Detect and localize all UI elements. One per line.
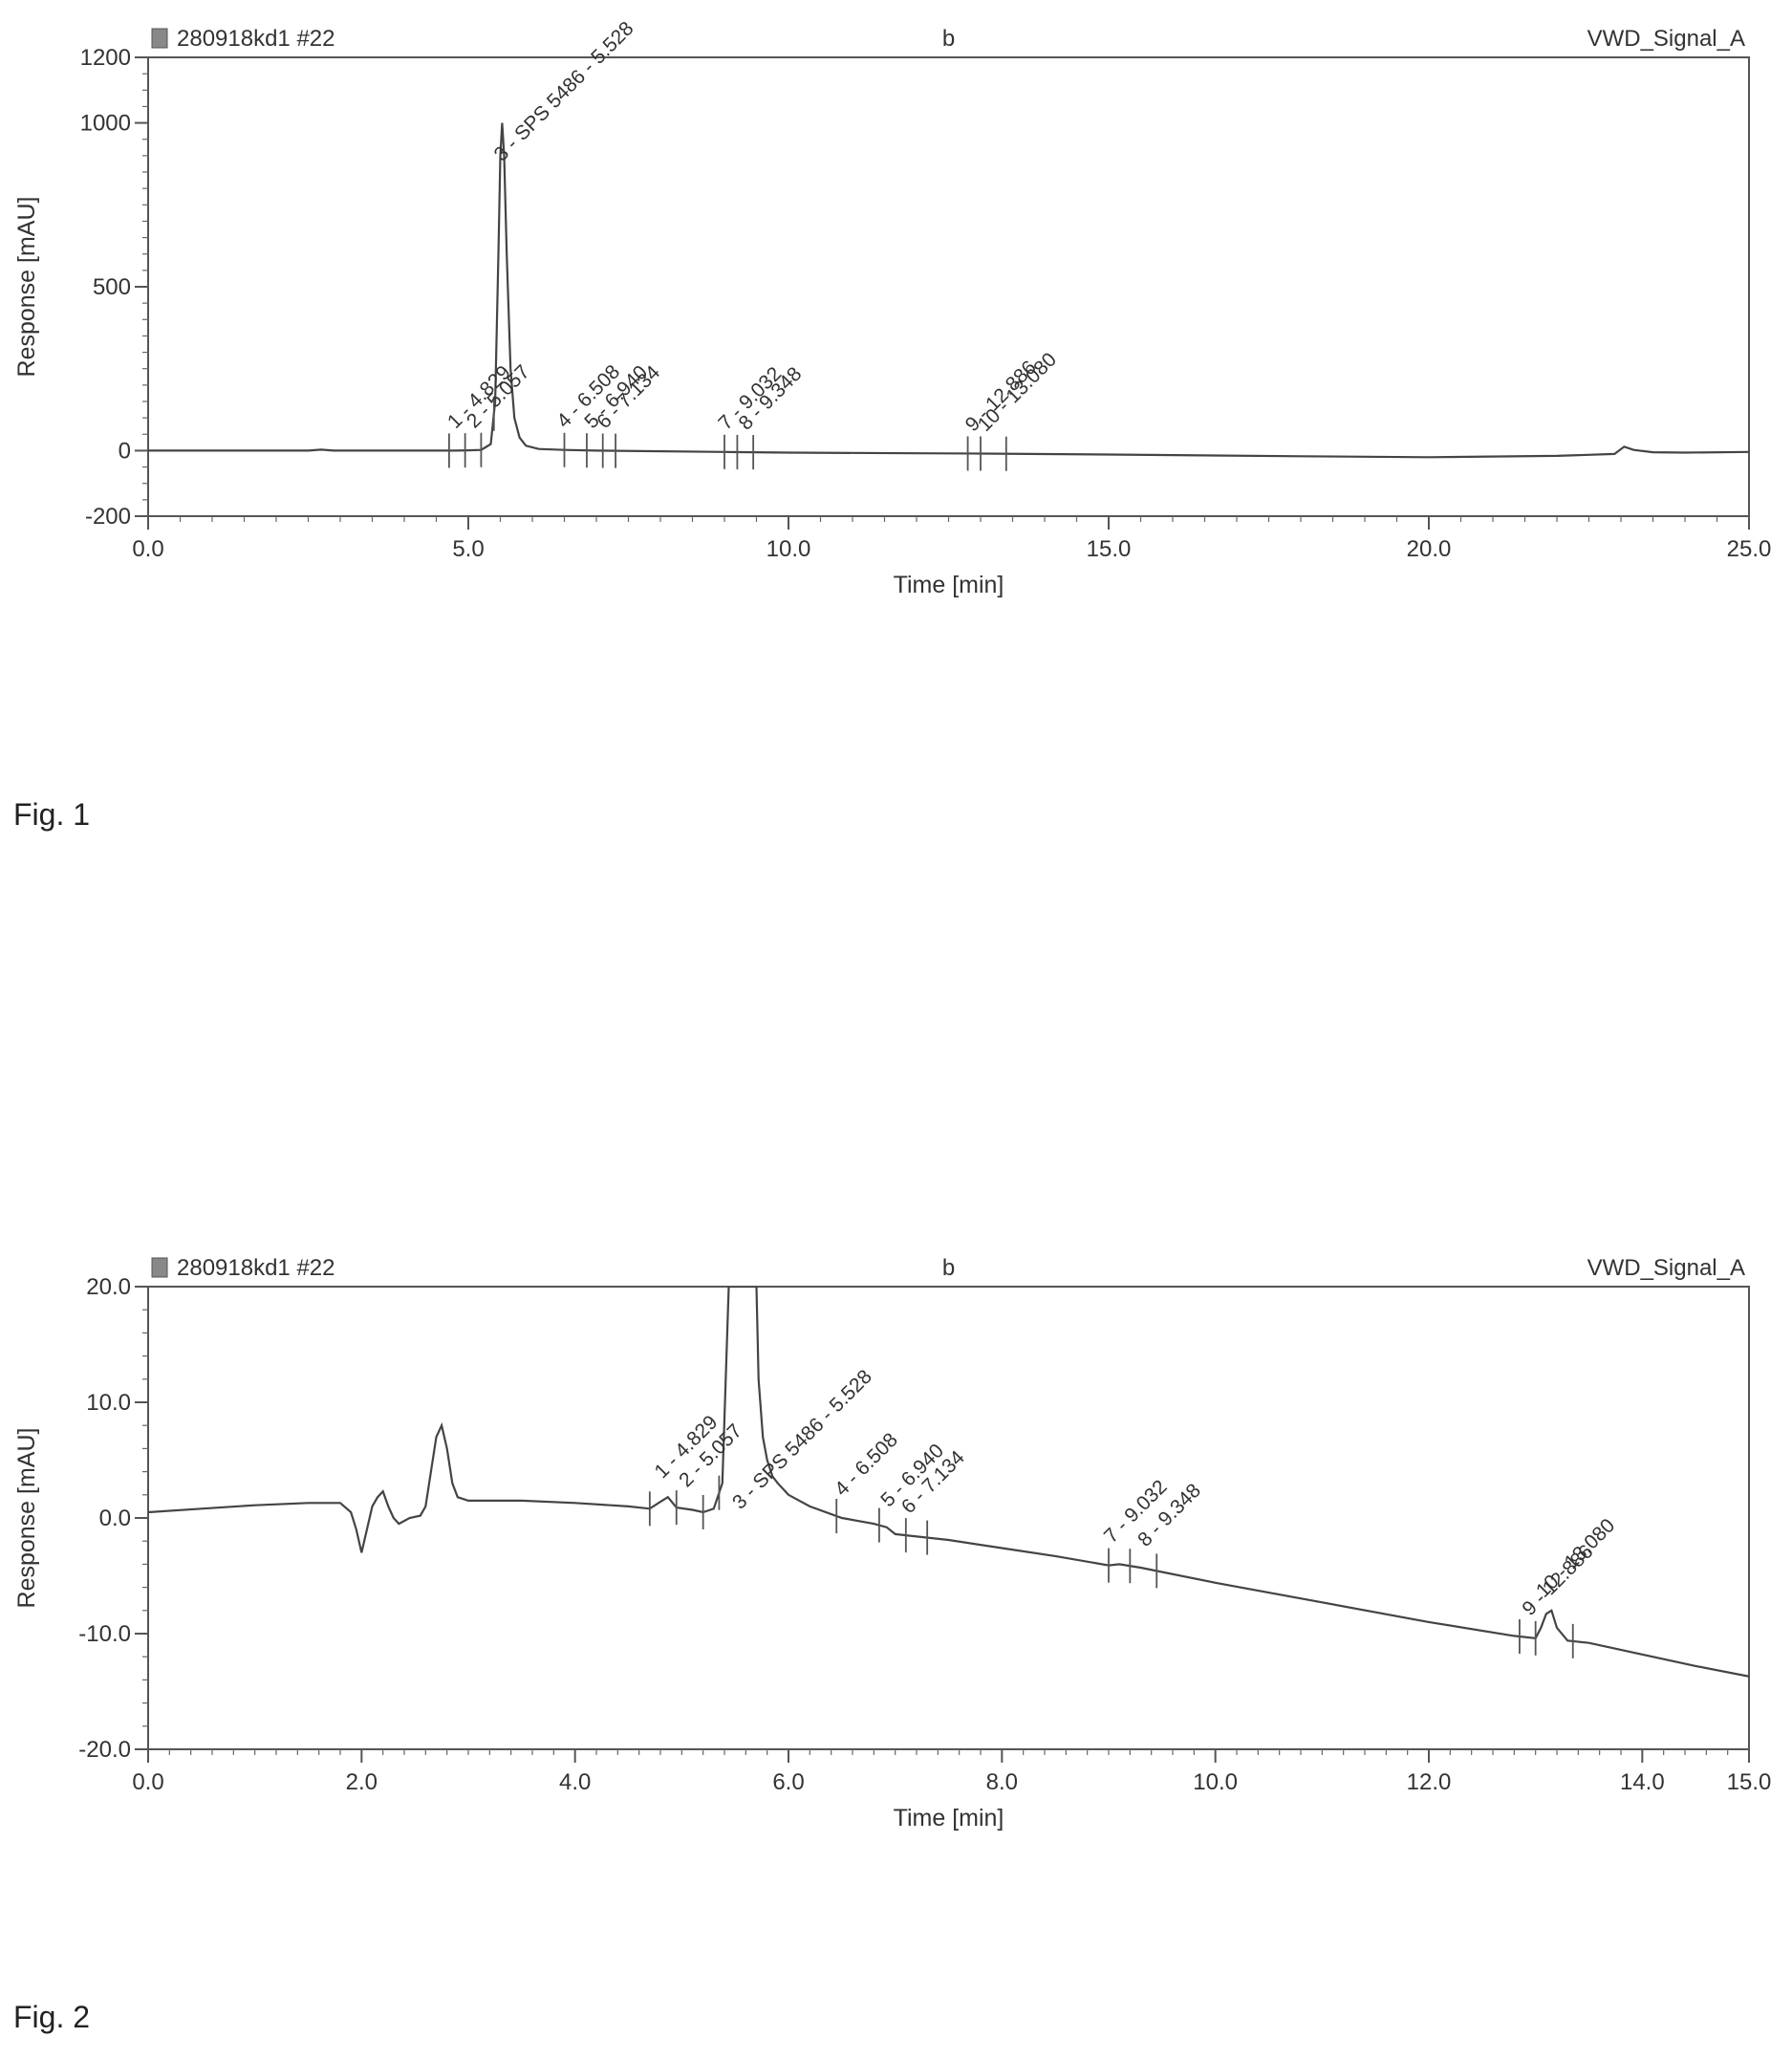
chromatogram-chart-1: 280918kd1 #22 b VWD_Signal_A 0.0 5.0 10.0 15.0… <box>13 17 1772 598</box>
x-tick-label: 10.0 <box>1193 1769 1238 1795</box>
y-tick-label: -10.0 <box>78 1621 131 1647</box>
x-axis-label: Time [min] <box>894 1805 1004 1831</box>
y-tick-label: 1000 <box>80 111 131 137</box>
chromatogram-figure-1: 280918kd1 #22 b VWD_Signal_A 0.0 5.0 10.0 15.0… <box>0 0 1792 765</box>
x-tick-label: 0.0 <box>132 1769 163 1795</box>
header-center-label: b <box>942 26 955 52</box>
x-tick-label: 10.0 <box>766 536 811 562</box>
x-tick-label: 15.0 <box>1087 536 1132 562</box>
x-tick-label: 25.0 <box>1727 536 1772 562</box>
header-left-label: 280918kd1 #22 <box>177 26 335 52</box>
y-tick-label: 0.0 <box>99 1506 131 1531</box>
x-tick-label: 12.0 <box>1407 1769 1452 1795</box>
y-tick-label: -20.0 <box>78 1737 131 1763</box>
x-tick-label: 0.0 <box>132 536 163 562</box>
figure-caption-1: Fig. 1 <box>13 797 91 832</box>
x-tick-label: 5.0 <box>452 536 484 562</box>
figure-caption-2: Fig. 2 <box>13 2000 91 2034</box>
chromatogram-chart-2: 280918kd1 #22 b VWD_Signal_A 0.0 2.0 4.0 6.0 8.… <box>13 1255 1772 1831</box>
x-tick-label: 4.0 <box>559 1769 591 1795</box>
header-left-label: 280918kd1 #22 <box>177 1255 335 1281</box>
x-tick-label: 2.0 <box>346 1769 378 1795</box>
header-right-label: VWD_Signal_A <box>1587 1255 1745 1281</box>
plot-frame <box>147 56 1750 517</box>
y-tick-label: 500 <box>93 274 131 300</box>
header-center-label: b <box>942 1255 955 1281</box>
plot-frame <box>147 1286 1750 1750</box>
document-icon <box>151 28 168 49</box>
x-tick-label: 15.0 <box>1727 1769 1772 1795</box>
signal-trace <box>148 122 1749 459</box>
y-axis-label: Response [mAU] <box>13 197 40 378</box>
x-axis-label: Time [min] <box>894 572 1004 598</box>
x-tick-label: 8.0 <box>986 1769 1018 1795</box>
y-tick-label: 0 <box>119 438 131 464</box>
peak-label: 3 - SPS 5486 - 5.528 <box>490 17 638 165</box>
y-tick-label: 1200 <box>80 45 131 71</box>
chromatogram-figure-2: 280918kd1 #22 b VWD_Signal_A 0.0 2.0 4.0 6.0 8.… <box>0 1243 1792 1893</box>
document-icon <box>151 1257 168 1278</box>
y-axis-label: Response [mAU] <box>13 1428 40 1609</box>
signal-trace <box>148 1287 1749 1678</box>
y-tick-label: 10.0 <box>86 1390 131 1416</box>
x-tick-label: 6.0 <box>772 1769 804 1795</box>
y-tick-label: 20.0 <box>86 1274 131 1300</box>
x-tick-label: 20.0 <box>1407 536 1452 562</box>
x-tick-label: 14.0 <box>1620 1769 1665 1795</box>
y-tick-label: -200 <box>85 504 131 530</box>
peak-label: 10 - 13.080 <box>974 349 1061 436</box>
peak-label: 10 - 13.080 <box>1532 1514 1619 1601</box>
header-right-label: VWD_Signal_A <box>1587 26 1745 52</box>
